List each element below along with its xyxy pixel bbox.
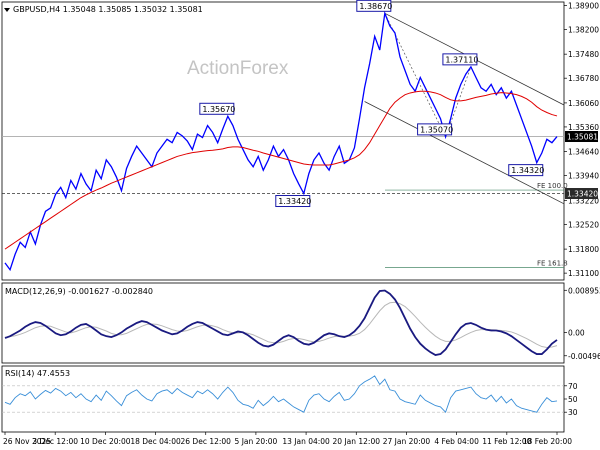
price-y-tick-label-11: 1.31100 [568, 269, 599, 278]
price-y-tick-label-0: 1.38900 [568, 1, 599, 10]
x-tick-label-3: 18 Dec 04:00 [130, 437, 181, 446]
x-tick-label-6: 13 Jan 04:00 [282, 437, 330, 446]
price-y-tick-label-10: 1.31800 [568, 245, 599, 254]
price-y-tick-label-7: 1.33940 [568, 172, 599, 181]
price-y-tick-label-5: 1.35360 [568, 123, 599, 132]
annotation-label-3: 1.35070 [420, 125, 453, 134]
fib-level-label-1: FE 161.8 [537, 260, 568, 268]
x-tick-label-0: 26 Nov 2025 [3, 437, 51, 446]
symbol-header: GBPUSD,H4 1.35048 1.35085 1.35032 1.3508… [13, 5, 203, 14]
price-y-tick-label-3: 1.36780 [568, 74, 599, 83]
annotation-label-4: 1.34320 [511, 166, 544, 175]
price-y-tick-label-6: 1.34640 [568, 148, 599, 157]
x-tick-label-1: 3 Dec 12:00 [32, 437, 78, 446]
x-tick-label-10: 11 Feb 12:00 [482, 437, 531, 446]
chart-header: GBPUSD,H4 1.35048 1.35085 1.35032 1.3508… [4, 5, 203, 14]
rsi-line [4, 375, 558, 414]
last-price-tag [565, 131, 598, 143]
x-tick-label-4: 26 Dec 12:00 [181, 437, 232, 446]
channel-lower-line [364, 101, 565, 205]
watermark: ActionForex [187, 58, 289, 79]
macd-signal-line [4, 301, 558, 348]
annotation-box-0 [356, 0, 392, 12]
support-price-tag [565, 188, 598, 200]
macd-label: MACD(12,26,9) -0.001627 -0.002840 [5, 287, 153, 296]
price-y-tick-label-4: 1.36060 [568, 99, 599, 108]
annotation-box-3 [417, 123, 453, 136]
rsi-y-tick-label-2: 30 [568, 408, 578, 417]
annotation-box-2 [442, 53, 478, 66]
annotation-label-5: 1.33420 [278, 197, 311, 206]
axis-layer: 1.38900 1.38200 1.37480 1.36780 1.36060 1.353… [3, 1, 600, 446]
price-y-tick-label-1: 1.38200 [568, 25, 599, 34]
price-series-line [4, 10, 558, 272]
x-tick-label-8: 27 Jan 20:00 [383, 437, 431, 446]
x-tick-label-5: 5 Jan 20:00 [235, 437, 278, 446]
annotation-box-4 [508, 164, 544, 177]
x-tick-label-2: 10 Dec 20:00 [80, 437, 131, 446]
macd-y-tick-label-2: -0.004962 [568, 352, 600, 361]
price-panel-frame [1, 1, 565, 281]
annotation-box-5 [275, 195, 311, 208]
rsi-label: RSI(14) 47.4553 [5, 369, 70, 378]
rsi-layer [2, 375, 564, 414]
x-tick-label-11: 18 Feb 20:00 [523, 437, 572, 446]
macd-y-tick-label-0: 0.008953 [568, 286, 600, 295]
price-y-tick-label-8: 1.33220 [568, 196, 599, 205]
last-price-tag-label: 1.35081 [567, 133, 598, 142]
dropdown-triangle-icon [4, 8, 10, 12]
annotation-label-0: 1.38670 [359, 2, 392, 11]
rsi-y-tick-label-0: 70 [568, 382, 578, 391]
macd-layer [4, 289, 558, 356]
x-tick-label-7: 20 Jan 12:00 [333, 437, 381, 446]
x-tick-label-9: 4 Feb 04:00 [434, 437, 479, 446]
moving-average-line [4, 90, 558, 250]
annotation-label-1: 1.35670 [202, 105, 235, 114]
price-layer: FE 100.0 FE 161.8 1.38670 1.35670 1.37110 1.3… [2, 0, 568, 272]
macd-y-tick-label-1: 0.00 [568, 328, 585, 337]
fib-level-label-0: FE 100.0 [537, 182, 568, 190]
macd-panel-frame [1, 282, 565, 364]
annotation-box-1 [199, 102, 235, 115]
macd-main-line [4, 289, 558, 356]
price-y-tick-label-2: 1.37480 [568, 50, 599, 59]
rsi-y-tick-label-1: 50 [568, 395, 578, 404]
support-price-tag-label: 1.33420 [567, 190, 598, 199]
annotation-label-2: 1.37110 [445, 55, 478, 64]
price-y-tick-label-9: 1.32520 [568, 220, 599, 229]
